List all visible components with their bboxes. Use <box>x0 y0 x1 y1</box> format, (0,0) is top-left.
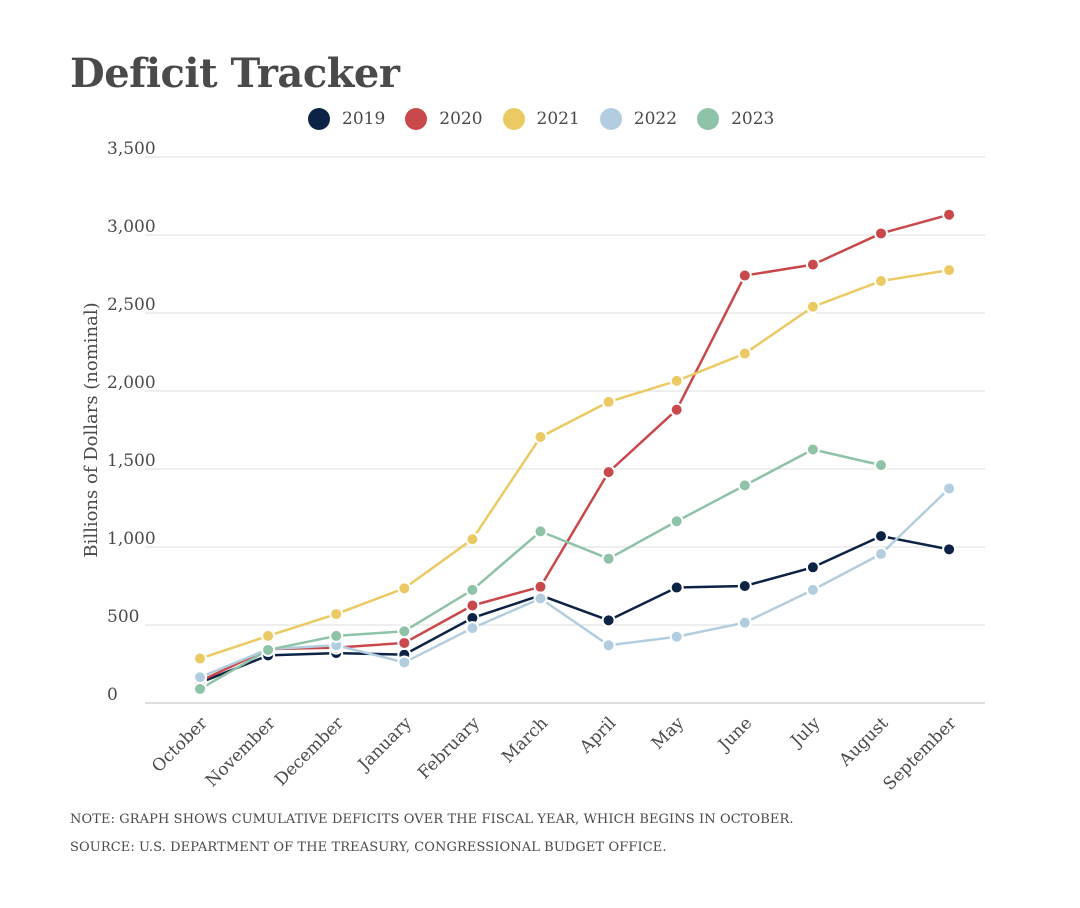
point-2021-october <box>193 651 207 666</box>
point-2023-february <box>465 582 480 597</box>
point-2020-september <box>942 207 957 222</box>
point-2022-february <box>465 621 480 636</box>
y-tick-label: 500 <box>107 607 139 627</box>
point-2019-august <box>874 529 888 544</box>
legend-label-2021: 2021 <box>536 109 580 129</box>
point-2021-february <box>465 532 480 547</box>
point-2021-july <box>805 299 820 314</box>
y-tick-label: 0 <box>107 685 118 705</box>
chart-source: SOURCE: U.S. DEPARTMENT OF THE TREASURY,… <box>70 840 667 855</box>
series-line-2019 <box>199 534 950 684</box>
y-tick-label: 3,500 <box>107 139 156 159</box>
legend-label-2020: 2020 <box>439 109 483 129</box>
legend-swatch-2021 <box>502 108 525 130</box>
y-tick-label: 1,000 <box>107 529 156 549</box>
point-2023-may <box>669 514 684 529</box>
point-2019-june <box>737 579 752 593</box>
chart-title: Deficit Tracker <box>70 50 400 97</box>
point-2023-august <box>874 458 888 473</box>
point-2023-april <box>601 551 616 566</box>
point-2021-january <box>397 581 412 596</box>
point-2023-october <box>193 681 207 696</box>
point-2022-june <box>737 615 752 630</box>
legend-label-2023: 2023 <box>731 109 775 129</box>
point-2022-may <box>669 629 684 644</box>
x-tick-label: October <box>148 713 212 777</box>
y-tick-label: 2,500 <box>107 295 156 315</box>
legend-swatch-2023 <box>697 108 720 130</box>
series-line-2021 <box>199 268 950 660</box>
chart-note: NOTE: GRAPH SHOWS CUMULATIVE DEFICITS OV… <box>70 812 794 827</box>
series-line-2020 <box>199 213 950 683</box>
point-2023-december <box>329 628 344 643</box>
point-2023-november <box>261 642 276 657</box>
point-2019-july <box>805 560 820 575</box>
y-axis-title: Billions of Dollars (nominal) <box>81 302 102 557</box>
x-tick-label: December <box>271 713 348 790</box>
line-chart: 0 500 1,000 1,500 2,000 2,500 3,000 3,500 Billio… <box>81 139 985 795</box>
x-tick-label: February <box>414 713 484 783</box>
point-2021-april <box>601 394 616 409</box>
y-tick-label: 1,500 <box>107 451 156 471</box>
point-2021-june <box>737 346 752 361</box>
point-2021-november <box>261 628 276 643</box>
point-2023-july <box>805 442 820 457</box>
legend-swatch-2022 <box>599 108 622 130</box>
x-tick-label: March <box>498 713 552 767</box>
point-2020-may <box>669 402 684 417</box>
legend-swatch-2019 <box>308 108 330 130</box>
point-2022-april <box>601 638 616 653</box>
point-2021-march <box>533 430 548 445</box>
point-2021-december <box>329 607 344 622</box>
point-2020-april <box>601 465 616 480</box>
point-2022-january <box>397 655 412 670</box>
x-tick-label: April <box>575 713 620 758</box>
point-2019-may <box>669 580 684 595</box>
point-2021-august <box>874 274 888 289</box>
legend-item-2021: 2021 <box>502 108 580 130</box>
point-2019-april <box>601 613 616 628</box>
point-2023-march <box>533 524 548 539</box>
series-line-2022 <box>199 487 950 679</box>
point-2020-january <box>397 635 412 650</box>
point-2020-august <box>874 226 888 241</box>
point-2022-august <box>874 547 888 562</box>
y-tick-label: 2,000 <box>107 373 156 393</box>
x-tick-label: May <box>648 713 689 754</box>
x-tick-label: July <box>786 713 825 752</box>
point-2020-july <box>805 257 820 272</box>
point-2022-march <box>533 591 548 606</box>
point-2020-february <box>465 598 480 613</box>
x-tick-label: November <box>202 713 280 791</box>
point-2021-september <box>942 263 957 278</box>
y-tick-label: 3,000 <box>107 217 156 237</box>
x-tick-label: September <box>880 713 962 795</box>
legend-label-2019: 2019 <box>342 109 386 129</box>
point-2022-october <box>193 670 207 685</box>
point-2020-june <box>737 268 752 283</box>
point-2023-january <box>397 624 412 639</box>
legend-label-2022: 2022 <box>633 109 678 129</box>
point-2021-may <box>669 373 684 388</box>
point-2019-september <box>942 542 957 557</box>
x-tick-label: June <box>713 713 756 756</box>
legend-item-2022: 2022 <box>599 108 678 130</box>
legend-item-2020: 2020 <box>405 108 483 130</box>
legend-swatch-2020 <box>405 108 428 130</box>
legend-item-2019: 2019 <box>308 108 385 130</box>
point-2020-march <box>533 579 548 594</box>
x-tick-label: August <box>835 713 893 771</box>
point-2023-june <box>737 478 752 493</box>
point-2022-september <box>942 481 957 496</box>
point-2022-july <box>805 582 820 597</box>
x-tick-label: January <box>353 713 416 776</box>
legend-item-2023: 2023 <box>697 108 774 130</box>
legend: 2019 2020 2021 2022 2023 <box>308 106 794 132</box>
